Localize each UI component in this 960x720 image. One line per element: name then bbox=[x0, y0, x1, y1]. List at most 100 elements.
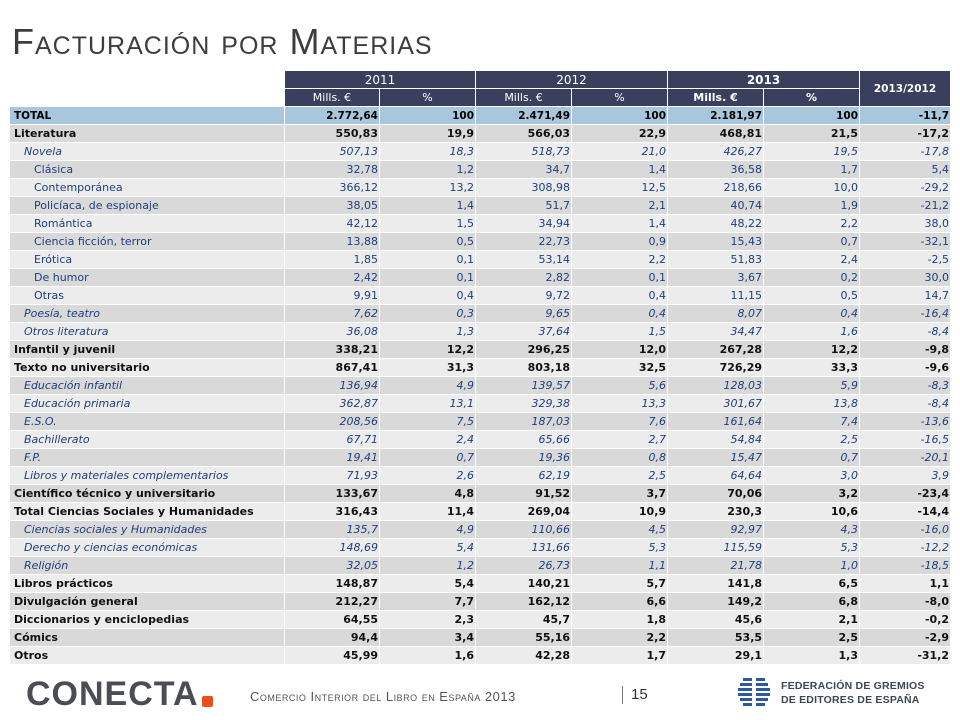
pct-2011: 1,5 bbox=[380, 215, 477, 232]
pct-2012: 4,5 bbox=[572, 521, 669, 538]
value-2012: 518,73 bbox=[476, 143, 573, 160]
variation-value: -18,5 bbox=[860, 557, 952, 574]
value-2013: 218,66 bbox=[668, 179, 765, 196]
pct-2011: 18,3 bbox=[380, 143, 477, 160]
pct-2013: 0,2 bbox=[764, 269, 861, 286]
corner-cell bbox=[10, 71, 285, 106]
value-2011: 94,4 bbox=[285, 629, 380, 646]
value-2012: 803,18 bbox=[476, 359, 573, 376]
table-row: Científico técnico y universitario 133,67… bbox=[10, 485, 952, 502]
variation-value: -11,7 bbox=[860, 107, 952, 124]
variation-value: -23,4 bbox=[860, 485, 952, 502]
pct-2011: 0,7 bbox=[380, 449, 477, 466]
pct-2011: 1,4 bbox=[380, 197, 477, 214]
value-2013: 48,22 bbox=[668, 215, 765, 232]
conecta-logo: CONECTA bbox=[26, 677, 213, 711]
value-2011: 7,62 bbox=[285, 305, 380, 322]
subheader-percent: % bbox=[572, 89, 669, 106]
pct-2012: 3,7 bbox=[572, 485, 669, 502]
value-2013: 15,47 bbox=[668, 449, 765, 466]
pct-2011: 4,9 bbox=[380, 521, 477, 538]
value-2013: 2.181,97 bbox=[668, 107, 765, 124]
pct-2013: 1,9 bbox=[764, 197, 861, 214]
value-2013: 141,8 bbox=[668, 575, 765, 592]
pct-2012: 22,9 bbox=[572, 125, 669, 142]
table-row: Otras 9,91 0,4 9,72 0,4 11,15 0,5 14,7 bbox=[10, 287, 952, 304]
table-row: Literatura 550,83 19,9 566,03 22,9 468,81 21,5… bbox=[10, 125, 952, 142]
pct-2012: 13,3 bbox=[572, 395, 669, 412]
value-2013: 426,27 bbox=[668, 143, 765, 160]
pct-2011: 7,7 bbox=[380, 593, 477, 610]
variation-value: -17,2 bbox=[860, 125, 952, 142]
pct-2013: 2,4 bbox=[764, 251, 861, 268]
variation-value: -8,4 bbox=[860, 323, 952, 340]
variation-value: -21,2 bbox=[860, 197, 952, 214]
pct-2012: 2,1 bbox=[572, 197, 669, 214]
value-2013: 8,07 bbox=[668, 305, 765, 322]
value-2012: 131,66 bbox=[476, 539, 573, 556]
row-label: Erótica bbox=[10, 251, 285, 268]
subheader-mills: Mills. € bbox=[285, 89, 380, 106]
value-2011: 42,12 bbox=[285, 215, 380, 232]
table-row: Educación infantil 136,94 4,9 139,57 5,6 128,… bbox=[10, 377, 952, 394]
logo-dot-icon bbox=[201, 696, 213, 707]
pct-2013: 5,9 bbox=[764, 377, 861, 394]
variation-value: -32,1 bbox=[860, 233, 952, 250]
value-2012: 91,52 bbox=[476, 485, 573, 502]
variation-value: -12,2 bbox=[860, 539, 952, 556]
value-2011: 1,85 bbox=[285, 251, 380, 268]
value-2012: 45,7 bbox=[476, 611, 573, 628]
pct-2013: 3,2 bbox=[764, 485, 861, 502]
row-label: Poesía, teatro bbox=[10, 305, 285, 322]
variation-value: -31,2 bbox=[860, 647, 952, 664]
table-row: Texto no universitario 867,41 31,3 803,18 32… bbox=[10, 359, 952, 376]
row-label: F.P. bbox=[10, 449, 285, 466]
pct-2013: 19,5 bbox=[764, 143, 861, 160]
pct-2012: 0,9 bbox=[572, 233, 669, 250]
value-2012: 62,19 bbox=[476, 467, 573, 484]
variation-value: 5,4 bbox=[860, 161, 952, 178]
value-2011: 362,87 bbox=[285, 395, 380, 412]
row-label: Ciencia ficción, terror bbox=[10, 233, 285, 250]
pct-2013: 0,4 bbox=[764, 305, 861, 322]
pct-2012: 1,7 bbox=[572, 647, 669, 664]
pct-2013: 0,7 bbox=[764, 233, 861, 250]
table-row: Clásica 32,78 1,2 34,7 1,4 36,58 1,7 5,4 bbox=[10, 161, 952, 178]
row-label: Policíaca, de espionaje bbox=[10, 197, 285, 214]
value-2013: 36,58 bbox=[668, 161, 765, 178]
pct-2012: 5,6 bbox=[572, 377, 669, 394]
pct-2011: 0,1 bbox=[380, 251, 477, 268]
table-row: Otros 45,99 1,6 42,28 1,7 29,1 1,3 -31,2 bbox=[10, 647, 952, 664]
pct-2012: 1,1 bbox=[572, 557, 669, 574]
pct-2012: 1,5 bbox=[572, 323, 669, 340]
variation-value: -9,8 bbox=[860, 341, 952, 358]
row-label: TOTAL bbox=[10, 107, 285, 124]
value-2012: 9,65 bbox=[476, 305, 573, 322]
value-2012: 19,36 bbox=[476, 449, 573, 466]
pct-2012: 5,7 bbox=[572, 575, 669, 592]
pct-2011: 4,9 bbox=[380, 377, 477, 394]
pct-2012: 2,5 bbox=[572, 467, 669, 484]
value-2011: 338,21 bbox=[285, 341, 380, 358]
variation-value: -8,0 bbox=[860, 593, 952, 610]
value-2012: 566,03 bbox=[476, 125, 573, 142]
pct-2012: 0,1 bbox=[572, 269, 669, 286]
table-row: Policíaca, de espionaje 38,05 1,4 51,7 2,1 40… bbox=[10, 197, 952, 214]
table-row: Novela 507,13 18,3 518,73 21,0 426,27 19,5 -17,… bbox=[10, 143, 952, 160]
pct-2011: 31,3 bbox=[380, 359, 477, 376]
variation-value: 1,1 bbox=[860, 575, 952, 592]
value-2013: 34,47 bbox=[668, 323, 765, 340]
variation-value: -29,2 bbox=[860, 179, 952, 196]
value-2012: 162,12 bbox=[476, 593, 573, 610]
table-row: Diccionarios y enciclopedias 64,55 2,3 45,7… bbox=[10, 611, 952, 628]
fge-logo: FEDERACIÓN DE GREMIOS DE EDITORES DE ESP… bbox=[737, 676, 952, 712]
row-label: E.S.O. bbox=[10, 413, 285, 430]
value-2013: 51,83 bbox=[668, 251, 765, 268]
pct-2012: 1,4 bbox=[572, 161, 669, 178]
pct-2013: 10,6 bbox=[764, 503, 861, 520]
pct-2012: 7,6 bbox=[572, 413, 669, 430]
row-label: Infantil y juvenil bbox=[10, 341, 285, 358]
value-2012: 53,14 bbox=[476, 251, 573, 268]
value-2012: 139,57 bbox=[476, 377, 573, 394]
value-2011: 148,87 bbox=[285, 575, 380, 592]
